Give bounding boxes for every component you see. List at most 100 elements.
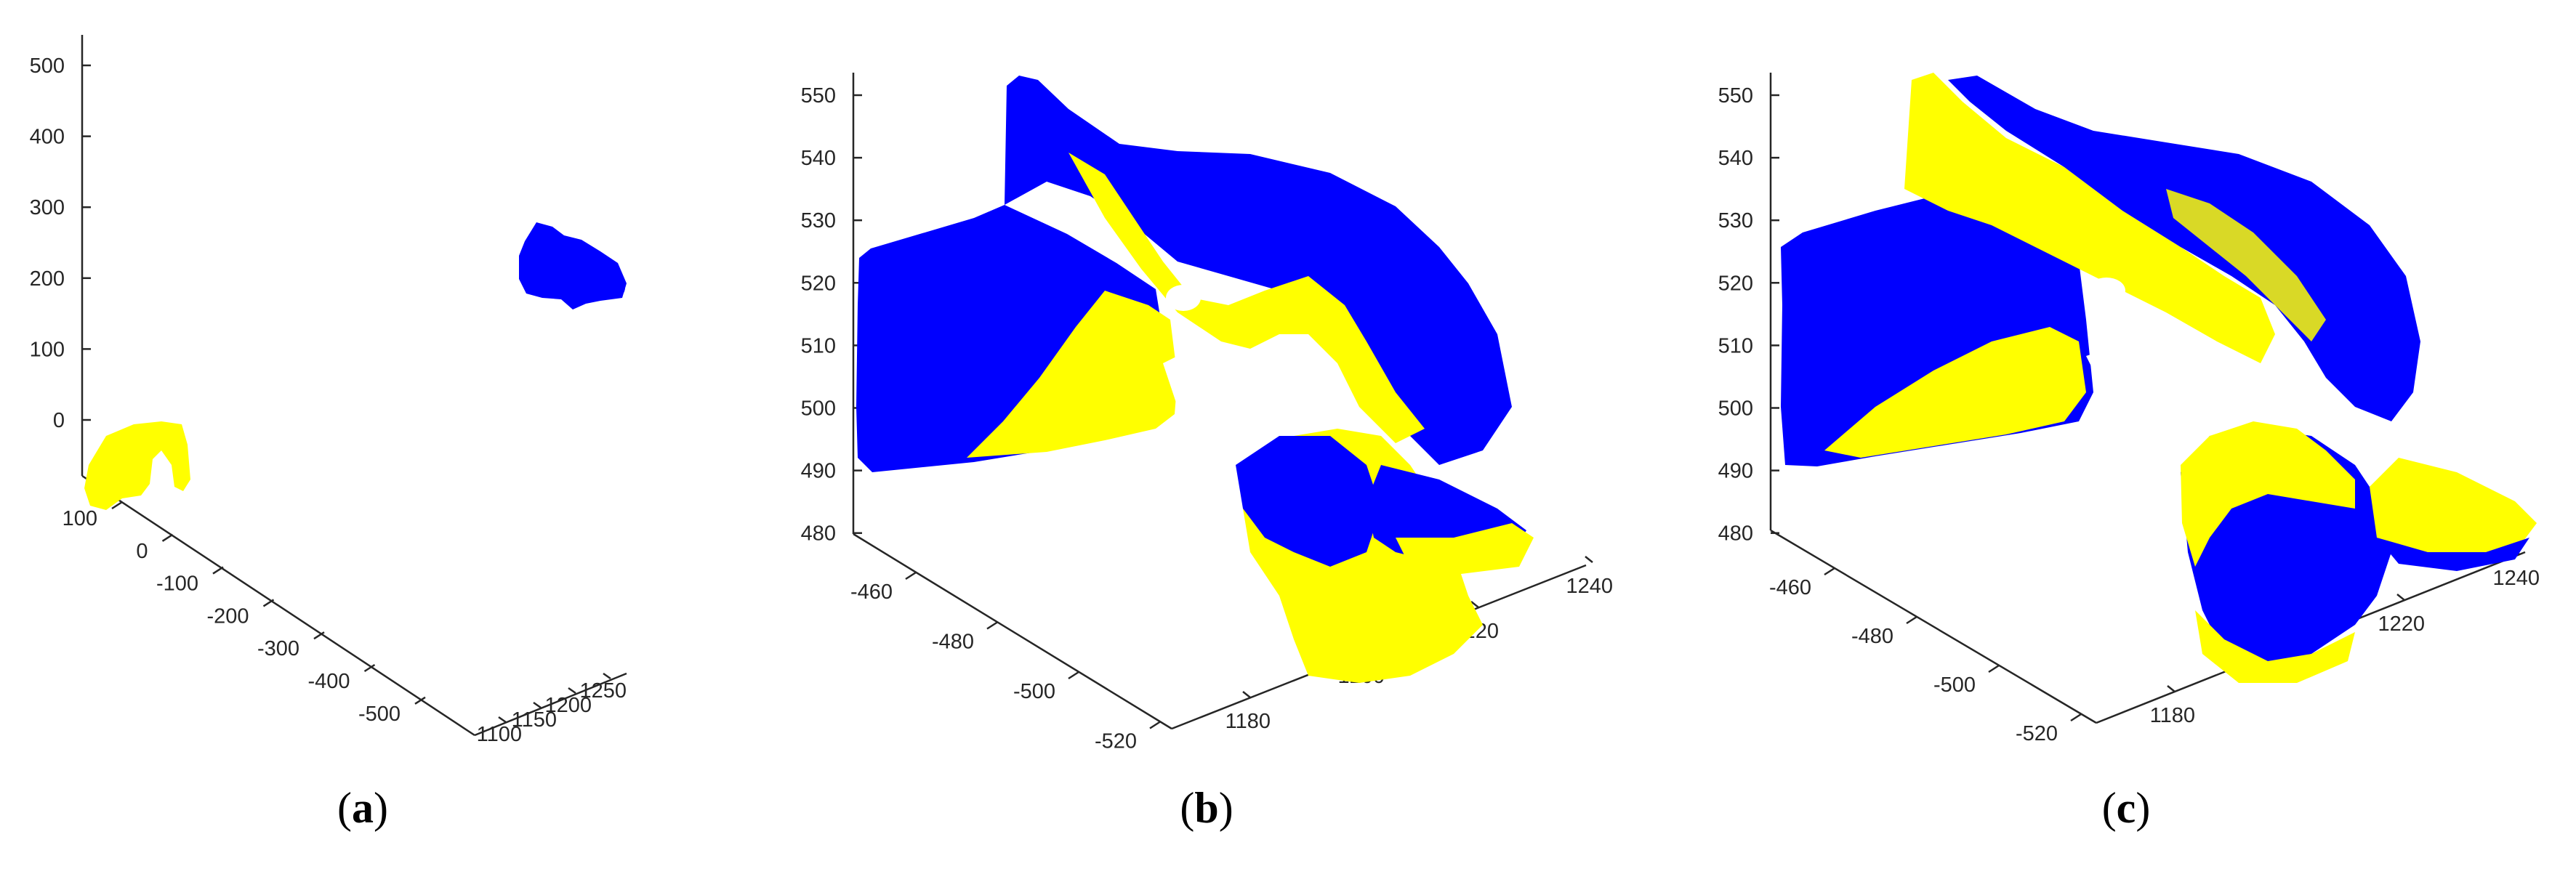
y-tick-mark (363, 663, 376, 673)
x-tick-mark (568, 687, 576, 695)
y-ticks: -460 -480 -500 -520 (850, 571, 1161, 753)
y-tick-label: -300 (257, 637, 299, 660)
y-tick-label: -460 (1769, 576, 1811, 599)
z-tick-label: 500 (1718, 397, 1753, 421)
z-tick-label: 300 (30, 196, 65, 219)
y-tick-mark (905, 571, 917, 580)
z-tick-label: 100 (30, 338, 65, 361)
caption-b-letter: b (1194, 784, 1219, 832)
z-tick-label: 520 (1718, 272, 1753, 295)
caption-c-letter: c (2116, 784, 2136, 832)
y-tick-label: -500 (1013, 680, 1055, 703)
x-axis-line (474, 672, 627, 737)
caption-a-letter: a (352, 784, 374, 832)
tab-yellow (2370, 458, 2537, 567)
y-ticks: 100 0 -100 -200 -300 -400 -500 (63, 501, 426, 726)
tab-blue (2377, 538, 2529, 571)
z-tick-label: 500 (801, 397, 836, 421)
z-tick-label: 510 (801, 334, 836, 357)
blue-cloud-shape (519, 222, 627, 309)
left-wall-yellow (1824, 327, 2086, 458)
y-tick-mark (161, 533, 174, 542)
chart-c-canvas: 550 540 530 520 510 500 490 480 -460 -480 -500 -52… (1718, 73, 2540, 745)
x-tick-mark (1470, 601, 1479, 608)
chart-a-canvas: 500 400 300 200 100 0 100 0 -100 -200 -300 -400 -50… (30, 35, 627, 746)
z-tick-label: 200 (30, 267, 65, 291)
z-tick-label: 520 (801, 272, 836, 295)
chart-a-axes (81, 35, 627, 737)
tab-yellow (1396, 523, 1534, 574)
right-foot-blue (1236, 436, 1381, 567)
x-tick-label: 1220 (2378, 612, 2425, 636)
y-tick-label: -200 (206, 604, 249, 628)
y-tick-mark (262, 599, 275, 607)
y-tick-mark (313, 631, 325, 640)
y-tick-mark (1906, 615, 1917, 625)
bolt-hole (2088, 278, 2125, 304)
caption-b: (b) (1180, 784, 1233, 832)
inner-gap (1163, 341, 1236, 407)
chart-panel-b: 550 540 530 520 510 500 490 480 -460 -480 -500 -52… (727, 0, 1657, 882)
x-tick-label: 1240 (1566, 575, 1613, 598)
top-fin-yellow (1904, 73, 2275, 363)
y-tick-mark (1988, 664, 2000, 673)
y-tick-mark (1149, 721, 1161, 729)
y-tick-label: 100 (63, 507, 97, 530)
y-tick-mark (1068, 671, 1079, 680)
y-tick-mark (986, 621, 998, 630)
right-foot-yellow-edge (2195, 610, 2355, 683)
z-tick-label: 480 (801, 522, 836, 546)
left-wall-yellow (967, 291, 1178, 458)
y-tick-label: -100 (156, 573, 198, 596)
top-fin-blue (1948, 76, 2420, 421)
y-tick-mark (111, 501, 123, 510)
caption-a: (a) (337, 784, 388, 832)
z-tick-label: 550 (801, 84, 836, 108)
z-tick-label: 550 (1718, 84, 1753, 108)
x-tick-label: 1100 (477, 723, 522, 746)
z-tick-label: 530 (801, 209, 836, 232)
z-tick-label: 510 (1718, 334, 1753, 357)
z-tick-label: 480 (1718, 522, 1753, 546)
x-tick-mark (533, 701, 542, 709)
caption-c: (c) (2101, 784, 2151, 832)
x-tick-label: 1240 (2492, 567, 2540, 590)
y-tick-mark (1824, 567, 1835, 576)
x-tick-mark (1585, 556, 1593, 563)
blue-cloud-blob (605, 278, 625, 298)
z-tick-label: 530 (1718, 209, 1753, 232)
bolt-hole (1166, 285, 1201, 311)
chart-panel-c: 550 540 530 520 510 500 490 480 -460 -480 -500 -52… (1657, 0, 2576, 882)
z-tick-label: 500 (30, 54, 65, 78)
y-tick-label: -500 (358, 703, 401, 726)
z-ticks: 550 540 530 520 510 500 490 480 (801, 84, 862, 546)
right-foot-yellow (2181, 421, 2355, 567)
z-tick-label: 0 (53, 409, 65, 432)
y-tick-label: -520 (2016, 722, 2058, 745)
y-tick-mark (414, 696, 426, 705)
x-tick-label: 1200 (544, 694, 592, 717)
y-axis-line (81, 474, 475, 737)
z-tick-label: 540 (1718, 147, 1753, 170)
point-cloud-c (1781, 73, 2537, 683)
y-tick-label: -460 (850, 580, 893, 604)
x-tick-label: 1250 (579, 679, 627, 703)
y-tick-label: -480 (932, 631, 974, 654)
z-tick-label: 490 (801, 460, 836, 483)
series-yellow-cloud (84, 421, 190, 510)
y-axis-line (853, 533, 1172, 730)
mid-yellow-band (1068, 153, 1425, 443)
x-tick-mark (498, 716, 507, 724)
mid-yellow-streak (2166, 189, 2326, 341)
x-tick-mark (603, 672, 611, 680)
z-tick-label: 400 (30, 126, 65, 149)
y-axis-line (1770, 529, 2097, 724)
y-tick-label: -400 (307, 670, 350, 693)
y-tick-label: 0 (136, 540, 148, 563)
inner-gap (2086, 341, 2166, 400)
y-tick-label: -500 (1933, 673, 1976, 697)
z-ticks: 550 540 530 520 510 500 490 480 (1718, 84, 1779, 546)
x-tick-label: 1180 (2150, 704, 2195, 727)
y-tick-mark (212, 566, 224, 575)
